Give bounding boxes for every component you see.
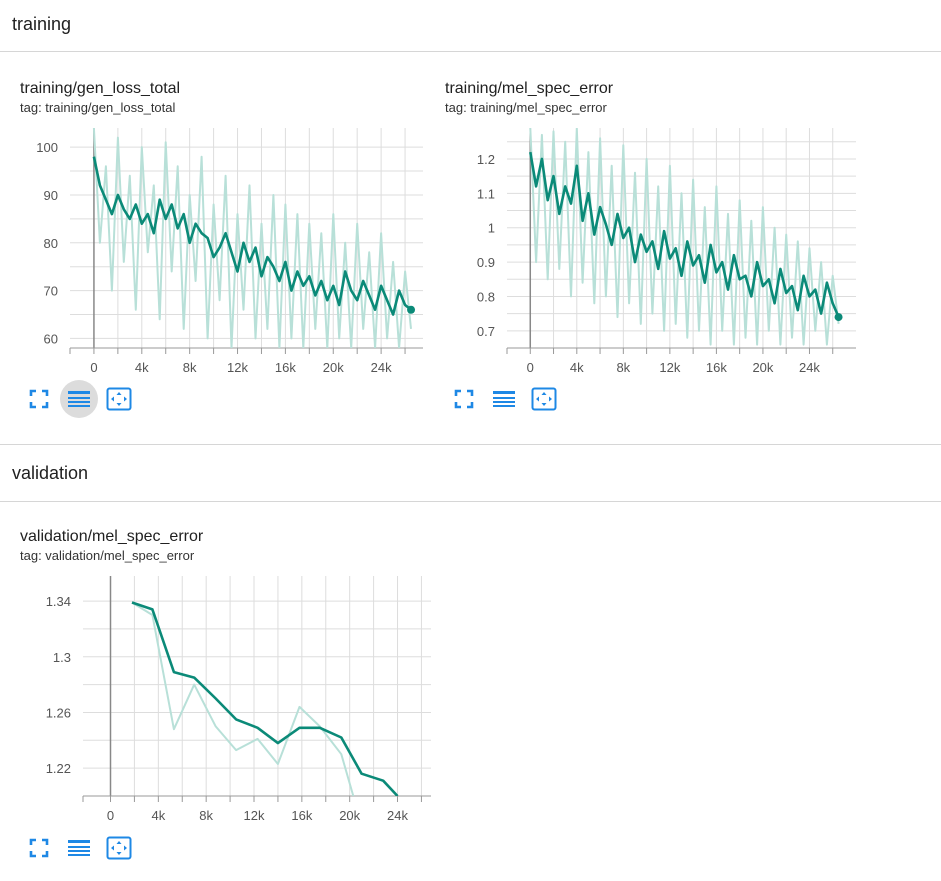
section-header-training: training xyxy=(0,0,941,52)
section-header-validation: validation xyxy=(0,444,941,502)
x-tick-label: 20k xyxy=(339,808,360,823)
fullscreen-icon xyxy=(29,838,49,858)
toggle-log-scale-icon xyxy=(493,391,515,407)
chart-toolbar xyxy=(20,829,150,869)
x-tick-label: 16k xyxy=(275,360,296,375)
y-tick-label: 0.9 xyxy=(477,255,495,270)
chart-tag: tag: training/mel_spec_error xyxy=(445,100,607,115)
fullscreen-button[interactable] xyxy=(20,380,58,418)
x-tick-label: 12k xyxy=(227,360,248,375)
chart-title: training/gen_loss_total xyxy=(20,80,181,97)
chart-title: training/mel_spec_error xyxy=(445,80,614,97)
x-tick-label: 0 xyxy=(527,360,534,375)
smoothed-series-line xyxy=(529,151,840,318)
x-tick-label: 16k xyxy=(706,360,727,375)
y-tick-label: 70 xyxy=(44,284,58,299)
y-tick-label: 0.8 xyxy=(477,289,495,304)
fit-domain-icon xyxy=(106,387,132,411)
last-point-marker xyxy=(834,313,843,322)
x-tick-label: 12k xyxy=(244,808,265,823)
y-tick-label: 1.2 xyxy=(477,152,495,167)
fullscreen-icon xyxy=(29,389,49,409)
y-tick-label: 90 xyxy=(44,188,58,203)
x-tick-label: 8k xyxy=(183,360,197,375)
x-tick-label: 20k xyxy=(323,360,344,375)
x-tick-label: 0 xyxy=(90,360,97,375)
x-tick-label: 4k xyxy=(135,360,149,375)
fit-domain-icon xyxy=(531,387,557,411)
toggle-log-scale-icon xyxy=(68,391,90,407)
y-tick-label: 80 xyxy=(44,236,58,251)
fullscreen-icon xyxy=(454,389,474,409)
x-tick-label: 24k xyxy=(387,808,408,823)
y-tick-label: 1.1 xyxy=(477,186,495,201)
fullscreen-button[interactable] xyxy=(445,380,483,418)
chart-tag: tag: training/gen_loss_total xyxy=(20,100,176,115)
chart-card-mel-spec-error: training/mel_spec_error tag: training/me… xyxy=(445,80,875,410)
y-tick-label: 60 xyxy=(44,331,58,346)
x-tick-label: 24k xyxy=(371,360,392,375)
fit-domain-icon xyxy=(106,836,132,860)
y-tick-label: 0.7 xyxy=(477,324,495,339)
fullscreen-button[interactable] xyxy=(20,829,58,867)
toggle-log-scale-icon xyxy=(68,840,90,856)
chart-toolbar xyxy=(445,380,575,420)
x-tick-label: 8k xyxy=(199,808,213,823)
smoothed-series-line xyxy=(131,601,399,796)
chart-title: validation/mel_spec_error xyxy=(20,528,204,545)
fit-domain-button[interactable] xyxy=(100,380,138,418)
fit-domain-button[interactable] xyxy=(100,829,138,867)
chart-card-gen-loss-total: training/gen_loss_total tag: training/ge… xyxy=(20,80,450,410)
toggle-log-scale-button[interactable] xyxy=(60,380,98,418)
toggle-log-scale-button[interactable] xyxy=(60,829,98,867)
x-tick-label: 4k xyxy=(151,808,165,823)
y-tick-label: 100 xyxy=(36,140,58,155)
raw-series-line xyxy=(131,601,355,796)
line-chart[interactable]: 0 4k 8k 12k 16k 20k 24k 60 70 80 90 100 xyxy=(20,116,440,386)
x-tick-label: 24k xyxy=(799,360,820,375)
section-title: validation xyxy=(12,463,89,483)
y-tick-label: 1.34 xyxy=(46,594,71,609)
x-tick-label: 0 xyxy=(107,808,114,823)
y-tick-label: 1.3 xyxy=(53,650,71,665)
raw-series-line xyxy=(92,128,412,348)
line-chart[interactable]: 0 4k 8k 12k 16k 20k 24k 1.22 1.26 1.3 1.34 xyxy=(20,564,440,834)
y-tick-label: 1.26 xyxy=(46,705,71,720)
x-tick-label: 12k xyxy=(659,360,680,375)
line-chart[interactable]: 0 4k 8k 12k 16k 20k 24k 0.7 0.8 0.9 1 1.1 1.2 xyxy=(445,116,865,386)
x-tick-label: 4k xyxy=(570,360,584,375)
chart-tag: tag: validation/mel_spec_error xyxy=(20,548,195,563)
smoothed-series-line xyxy=(92,156,412,316)
section-title: training xyxy=(12,14,72,34)
y-tick-label: 1 xyxy=(488,221,495,236)
y-tick-label: 1.22 xyxy=(46,761,71,776)
fit-domain-button[interactable] xyxy=(525,380,563,418)
x-tick-label: 16k xyxy=(291,808,312,823)
chart-toolbar xyxy=(20,380,150,420)
x-tick-label: 8k xyxy=(616,360,630,375)
chart-card-validation-mel-spec-error: validation/mel_spec_error tag: validatio… xyxy=(20,528,450,858)
last-point-marker xyxy=(407,305,416,314)
x-tick-label: 20k xyxy=(752,360,773,375)
toggle-log-scale-button[interactable] xyxy=(485,380,523,418)
